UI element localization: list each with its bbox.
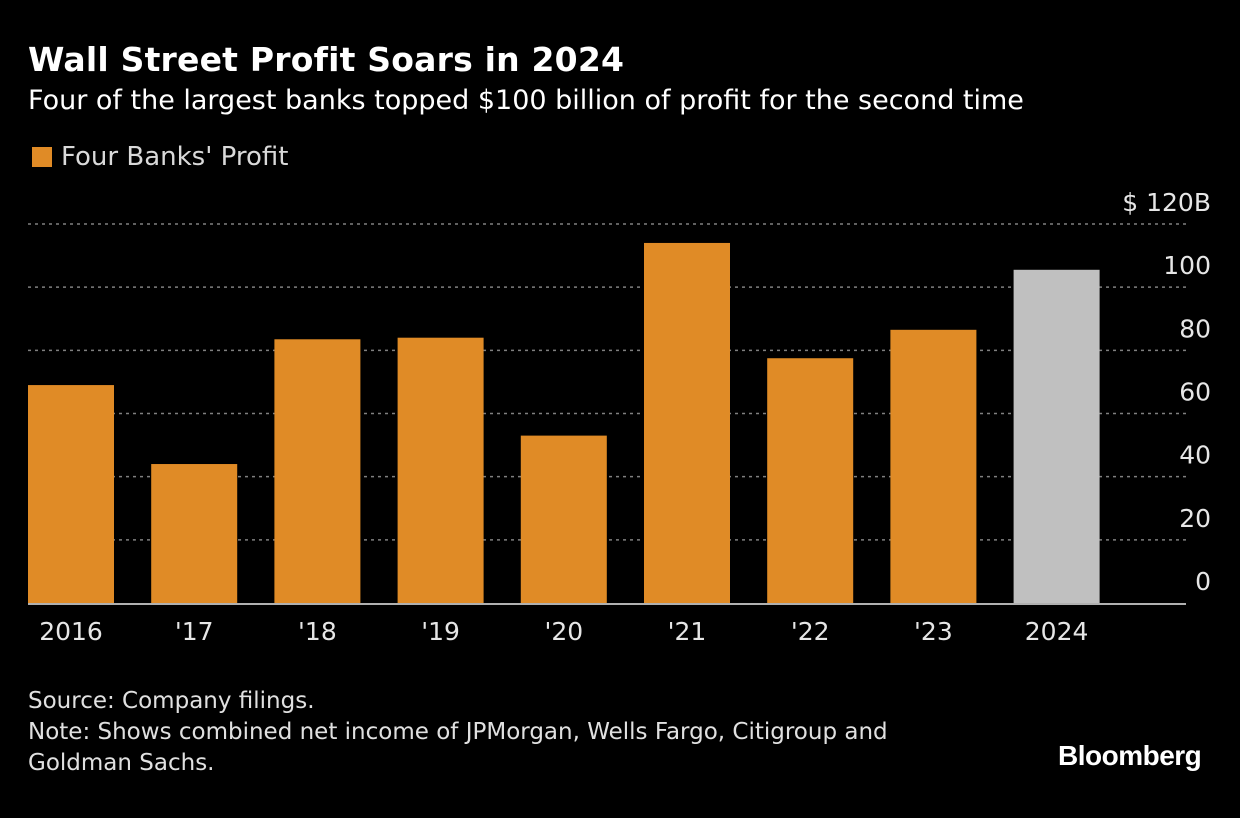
x-tick-label: '21 bbox=[668, 617, 707, 646]
x-tick-label: '18 bbox=[298, 617, 337, 646]
y-tick-label: 0 bbox=[1195, 567, 1211, 596]
bar bbox=[397, 337, 484, 603]
x-tick-label: '20 bbox=[544, 617, 583, 646]
legend-label: Four Banks' Profit bbox=[61, 142, 289, 172]
bar bbox=[890, 329, 977, 603]
chart-subtitle: Four of the largest banks topped $100 bi… bbox=[28, 85, 1024, 116]
bar bbox=[767, 358, 854, 603]
x-tick-label: '17 bbox=[175, 617, 214, 646]
x-tick-label: '22 bbox=[791, 617, 830, 646]
bar bbox=[644, 242, 730, 603]
source-note: Source: Company filings. bbox=[28, 688, 315, 714]
y-tick-label: 20 bbox=[1179, 504, 1211, 533]
note-line-2: Goldman Sachs. bbox=[28, 750, 215, 776]
note-line-1: Note: Shows combined net income of JPMor… bbox=[28, 719, 888, 745]
x-tick-label: 2024 bbox=[1025, 617, 1089, 646]
x-tick-label: '23 bbox=[914, 617, 953, 646]
legend: Four Banks' Profit bbox=[32, 142, 288, 172]
legend-swatch bbox=[32, 147, 52, 167]
x-tick-label: '19 bbox=[421, 617, 460, 646]
bar bbox=[274, 339, 361, 603]
y-tick-label: 100 bbox=[1163, 251, 1211, 280]
bar bbox=[28, 385, 114, 603]
y-tick-label: $ 120B bbox=[1122, 188, 1211, 217]
bloomberg-logo: Bloomberg bbox=[1058, 740, 1202, 771]
bar bbox=[1013, 269, 1100, 603]
y-tick-label: 80 bbox=[1179, 314, 1211, 343]
footer: Source: Company filings. Note: Shows com… bbox=[28, 686, 988, 779]
bar bbox=[151, 464, 238, 603]
bar bbox=[520, 435, 607, 603]
x-tick-label: 2016 bbox=[39, 617, 103, 646]
chart-title: Wall Street Profit Soars in 2024 bbox=[28, 40, 625, 79]
y-tick-label: 40 bbox=[1179, 441, 1211, 470]
y-tick-label: 60 bbox=[1179, 378, 1211, 407]
